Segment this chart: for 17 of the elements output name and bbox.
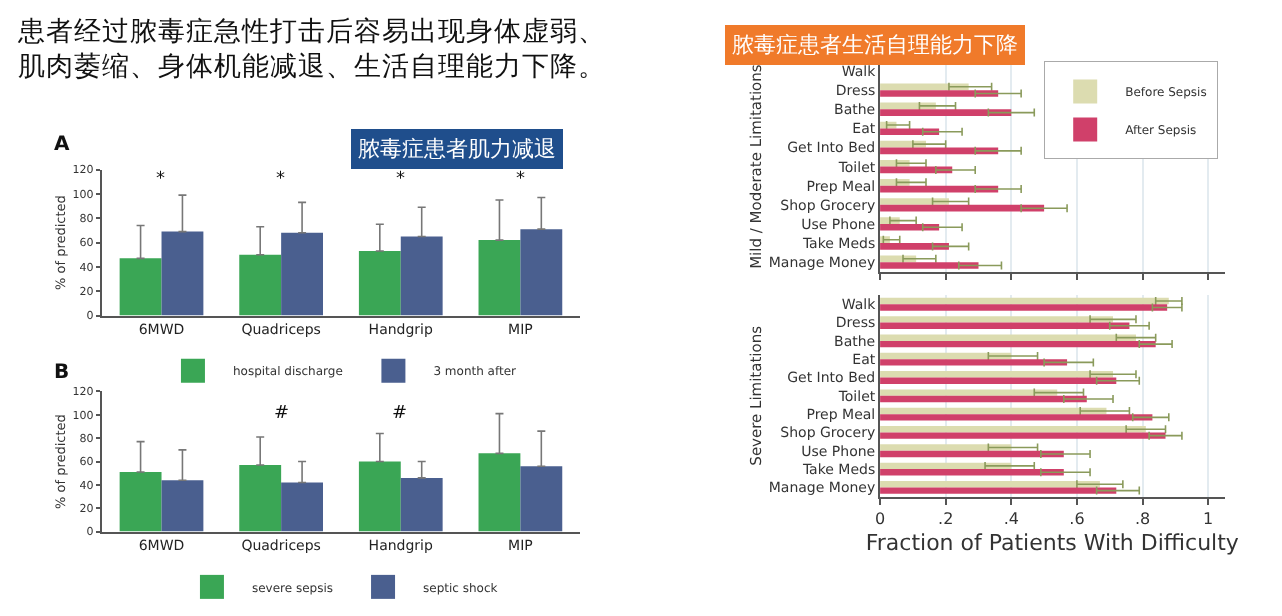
x-axis-title: Fraction of Patients With Difficulty	[865, 530, 1240, 557]
text: A	[54, 134, 70, 156]
annotation: *	[276, 170, 286, 190]
x-tick-label: .4	[1003, 509, 1019, 528]
text: B	[54, 362, 70, 384]
chart-title: 脓毒症患者肌力减退	[358, 136, 556, 162]
annotation: *	[396, 170, 406, 190]
text: 患者经过脓毒症急性打击后容易出现身体虚弱、肌肉萎缩、身体机能减退、生活自理能力下降。	[16, 16, 606, 84]
annotation: *	[156, 170, 166, 190]
x-tick-label: .8	[1134, 509, 1151, 528]
x-tick-label: 1	[1203, 509, 1214, 528]
x-tick-label: .6	[1069, 509, 1085, 528]
annotation: *	[516, 170, 526, 190]
annotation: #	[274, 404, 290, 424]
chart-title: 脓毒症患者生活自理能力下降	[732, 32, 1018, 58]
x-tick-label: .2	[938, 509, 954, 528]
annotation: #	[392, 404, 408, 424]
